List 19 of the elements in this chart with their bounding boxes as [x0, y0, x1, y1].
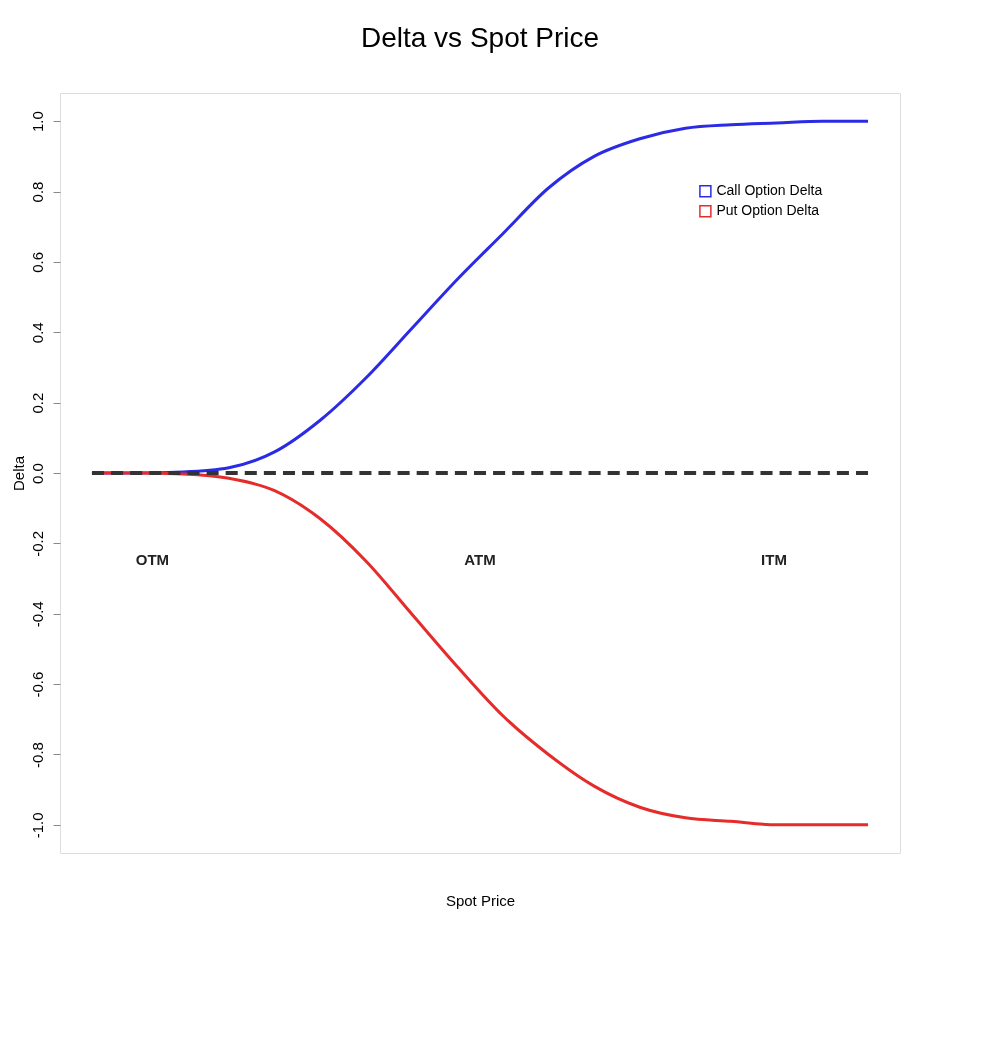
annotation: ATM	[464, 551, 496, 569]
x-axis-title: Spot Price	[445, 891, 516, 909]
chart-title: Delta vs Spot Price	[360, 22, 600, 53]
y-tick-label: 0.0	[28, 463, 46, 484]
y-tick-label: -0.8	[28, 742, 46, 768]
y-tick-label: 0.8	[28, 181, 46, 203]
annotation: OTM	[135, 551, 170, 569]
y-tick-label: 0.2	[28, 392, 46, 414]
y-tick-label: 0.4	[28, 322, 46, 344]
legend-label: Call Option Delta	[716, 182, 823, 199]
legend-label: Put Option Delta	[716, 202, 820, 219]
y-tick-label: -0.2	[28, 530, 46, 557]
y-tick-label: -0.6	[28, 671, 46, 698]
annotation: ITM	[761, 551, 787, 569]
y-axis-title: Delta	[9, 455, 27, 492]
y-tick-label: 1.0	[28, 111, 46, 133]
y-tick-label: 0.6	[28, 251, 46, 273]
y-tick-label: -0.4	[28, 601, 46, 628]
y-tick-label: -1.0	[28, 812, 46, 839]
